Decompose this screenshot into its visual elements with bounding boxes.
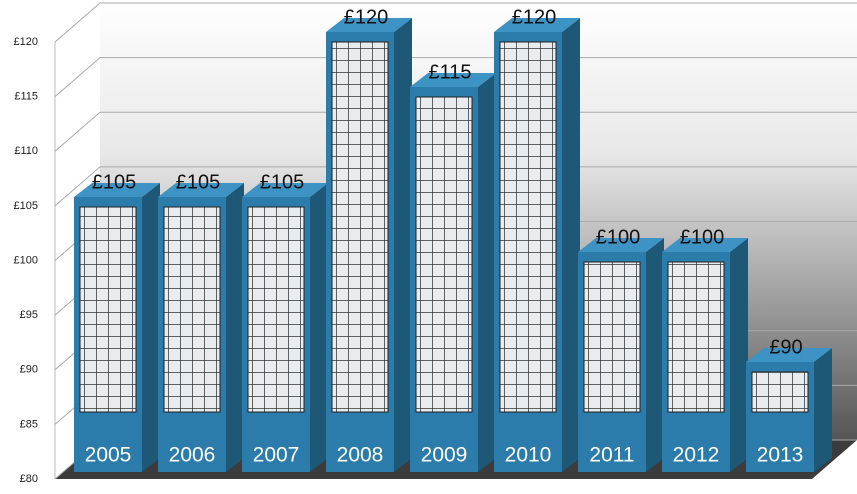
bar-side [394,18,412,472]
bar-top [662,238,748,252]
windows [415,96,473,413]
grid-line [54,2,857,43]
year-label: 2008 [337,444,384,467]
y-tick-label: £120 [14,36,38,48]
y-tick-label: £90 [20,364,38,376]
bar-top [242,183,328,197]
year-label: 2009 [421,444,468,467]
grid-line [54,57,857,98]
value-label: £100 [596,226,641,248]
windows [583,261,641,413]
bar-side [814,348,832,472]
windows [163,206,221,413]
y-tick-label: £80 [20,473,38,485]
year-label: 2007 [253,444,300,467]
value-label: £90 [769,336,802,358]
bar-side [646,238,664,472]
bar-side [562,18,580,472]
year-label: 2005 [85,444,132,467]
windows [331,41,389,413]
y-tick-label: £100 [14,254,38,266]
value-label: £105 [92,171,137,193]
bar-top [746,348,832,362]
y-tick-label: £110 [14,145,38,157]
bar-side [226,183,244,472]
y-tick-label: £115 [14,91,38,103]
year-label: 2006 [169,444,216,467]
grid-line [54,111,857,152]
bar-top [578,238,664,252]
bar-side [142,183,160,472]
windows [247,206,305,413]
year-label: 2011 [589,444,634,467]
grid-line [54,166,857,207]
bar-side [730,238,748,472]
windows [499,41,557,413]
bar-top [74,183,160,197]
value-label: £120 [512,6,557,28]
value-label: £115 [428,61,471,83]
bar-side [310,183,328,472]
value-label: £120 [344,6,389,28]
year-label: 2013 [757,444,804,467]
bar-top [410,73,496,87]
bar-top [494,18,580,32]
y-tick-label: £85 [20,418,38,430]
bar-top [326,18,412,32]
y-tick-label: £105 [14,200,38,212]
bar-top [158,183,244,197]
value-label: £105 [176,171,221,193]
windows [751,371,809,413]
y-tick-label: £95 [20,309,38,321]
windows [79,206,137,413]
bar-side [478,73,496,472]
year-label: 2010 [505,444,552,467]
windows [667,261,725,413]
year-label: 2012 [673,444,720,467]
value-label: £105 [260,171,305,193]
value-label: £100 [680,226,725,248]
